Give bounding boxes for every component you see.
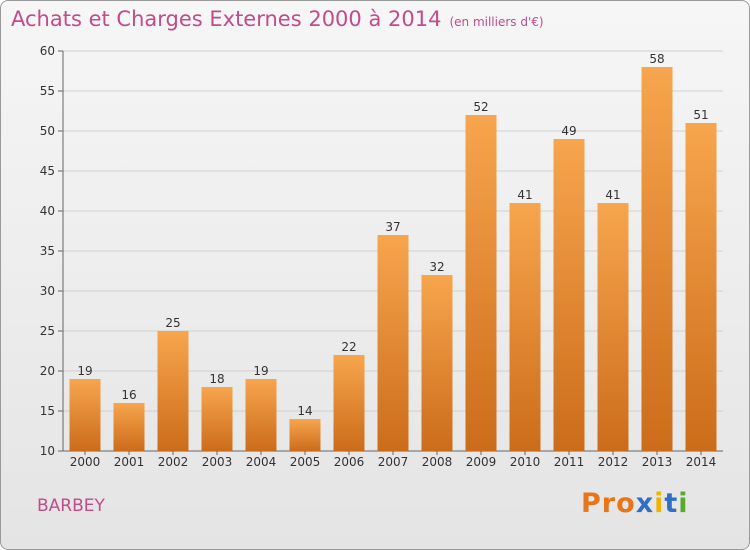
chart-title-unit: (en milliers d'€) (449, 15, 544, 29)
y-tick-label: 55 (40, 84, 55, 98)
x-tick-label: 2014 (686, 455, 717, 469)
bar (245, 379, 277, 451)
x-tick-label: 2005 (290, 455, 321, 469)
data-label: 19 (253, 364, 268, 378)
brand-letter: i (678, 488, 689, 519)
chart-title: Achats et Charges Externes 2000 à 2014 (e… (11, 7, 544, 31)
data-label: 52 (473, 100, 488, 114)
x-tick-label: 2008 (422, 455, 453, 469)
y-tick-label: 60 (40, 44, 55, 58)
x-tick-label: 2001 (114, 455, 145, 469)
data-label: 32 (429, 260, 444, 274)
y-tick-label: 45 (40, 164, 55, 178)
bar (69, 379, 101, 451)
data-label: 22 (341, 340, 356, 354)
y-tick-label: 15 (40, 404, 55, 418)
x-tick-label: 2011 (554, 455, 585, 469)
bar (553, 139, 585, 451)
data-label: 18 (209, 372, 224, 386)
data-label: 19 (77, 364, 92, 378)
bar (157, 331, 189, 451)
chart-title-main: Achats et Charges Externes 2000 à 2014 (11, 7, 442, 31)
x-tick-label: 2012 (598, 455, 629, 469)
data-label: 14 (297, 404, 312, 418)
data-label: 25 (165, 316, 180, 330)
y-tick-label: 25 (40, 324, 55, 338)
brand-letter: r (601, 488, 617, 519)
y-tick-label: 35 (40, 244, 55, 258)
x-tick-label: 2002 (158, 455, 189, 469)
x-tick-label: 2000 (70, 455, 101, 469)
bar (113, 403, 145, 451)
bar (597, 203, 629, 451)
y-tick-label: 40 (40, 204, 55, 218)
brand-letter: o (616, 488, 636, 519)
brand-letter: x (635, 488, 655, 519)
x-tick-label: 2003 (202, 455, 233, 469)
x-tick-label: 2010 (510, 455, 541, 469)
data-label: 16 (121, 388, 136, 402)
bar (421, 275, 453, 451)
brand-letter: t (664, 488, 679, 519)
plot-area: 10 15 20 25 30 35 40 45 50 55 60 19 2000 16 2001 25 2002… (40, 44, 723, 469)
y-tick-label: 50 (40, 124, 55, 138)
commune-name: BARBEY (37, 496, 105, 516)
brand-logo: Proxiti (581, 488, 689, 519)
data-label: 41 (517, 188, 532, 202)
bar (465, 115, 497, 451)
bar (377, 235, 409, 451)
bar (685, 123, 717, 451)
y-tick-label: 20 (40, 364, 55, 378)
bar (201, 387, 233, 451)
data-label: 51 (693, 108, 708, 122)
x-tick-label: 2006 (334, 455, 365, 469)
data-label: 49 (561, 124, 576, 138)
bar (289, 419, 321, 451)
x-tick-label: 2009 (466, 455, 497, 469)
x-tick-label: 2004 (246, 455, 277, 469)
y-tick-label: 10 (40, 444, 55, 458)
bar (641, 67, 673, 451)
brand-letter: i (654, 488, 665, 519)
data-label: 41 (605, 188, 620, 202)
y-tick-label: 30 (40, 284, 55, 298)
bar (333, 355, 365, 451)
data-label: 58 (649, 52, 664, 66)
bar (509, 203, 541, 451)
x-tick-label: 2007 (378, 455, 409, 469)
data-label: 37 (385, 220, 400, 234)
brand-letter: P (581, 488, 602, 519)
x-tick-label: 2013 (642, 455, 673, 469)
